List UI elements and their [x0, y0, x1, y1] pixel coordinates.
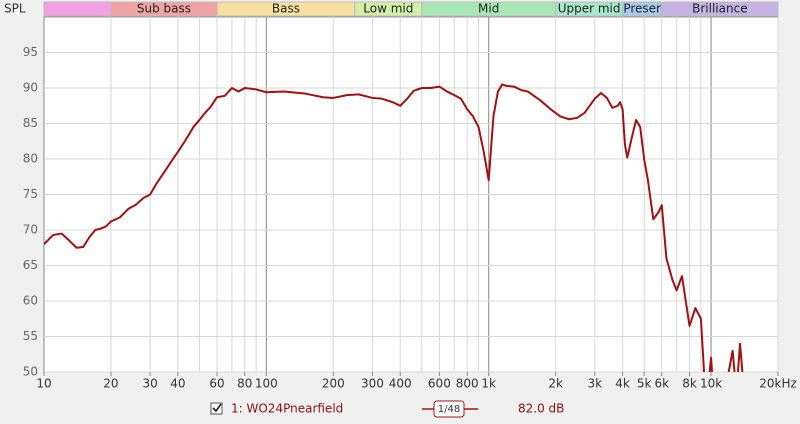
band — [43, 1, 112, 17]
x-tick-label: 30 — [142, 377, 157, 391]
band-label: Bass — [272, 2, 300, 16]
band-label: Low mid — [363, 2, 413, 16]
band-label: Preser — [623, 2, 661, 16]
y-tick-label: 80 — [23, 152, 38, 166]
x-tick-label: 40 — [170, 377, 185, 391]
x-tick-label: 10k — [700, 377, 722, 391]
band-label: Upper mid — [558, 2, 621, 16]
band-label: Brilliance — [692, 2, 747, 16]
x-tick-label: 60 — [209, 377, 224, 391]
legend: 1: WO24Pnearfield 1/48 82.0 dB — [210, 400, 564, 418]
y-tick-label: 95 — [23, 45, 38, 59]
y-tick-label: 75 — [23, 187, 38, 201]
checkmark — [212, 403, 222, 413]
x-tick-label: 4k — [615, 377, 630, 391]
x-tick-label: 600 — [428, 377, 451, 391]
x-tick-label: 100 — [255, 377, 278, 391]
legend-level: 82.0 dB — [518, 402, 564, 416]
x-tick-label: 3k — [588, 377, 603, 391]
band — [661, 1, 779, 17]
y-tick-label: 90 — [23, 81, 38, 95]
smoothing-box[interactable] — [433, 400, 465, 418]
x-tick-label: 2k — [548, 377, 563, 391]
x-tick-label: 20kHz — [759, 377, 797, 391]
y-tick-label: 70 — [23, 223, 38, 237]
x-tick-label: 80 — [237, 377, 252, 391]
y-axis-label: SPL — [4, 2, 26, 16]
response-curve — [44, 83, 744, 372]
y-tick-label: 50 — [23, 365, 38, 379]
x-tick-label: 8k — [682, 377, 697, 391]
band-label: Mid — [478, 2, 499, 16]
y-tick-label: 60 — [23, 294, 38, 308]
x-tick-label: 10 — [36, 377, 51, 391]
x-tick-label: 400 — [389, 377, 412, 391]
x-tick-label: 200 — [322, 377, 345, 391]
x-tick-label: 5k — [637, 377, 652, 391]
y-tick-label: 85 — [23, 116, 38, 130]
band-label: Sub bass — [137, 2, 191, 16]
x-tick-label: 6k — [654, 377, 669, 391]
y-tick-label: 55 — [23, 329, 38, 343]
checkbox[interactable] — [210, 402, 223, 415]
x-tick-label: 800 — [456, 377, 479, 391]
x-tick-label: 300 — [361, 377, 384, 391]
x-tick-label: 1k — [481, 377, 496, 391]
y-tick-label: 65 — [23, 258, 38, 272]
x-tick-label: 20 — [103, 377, 118, 391]
legend-entry[interactable]: 1: WO24Pnearfield — [231, 402, 343, 416]
smoothing: 1/48 — [438, 404, 460, 415]
